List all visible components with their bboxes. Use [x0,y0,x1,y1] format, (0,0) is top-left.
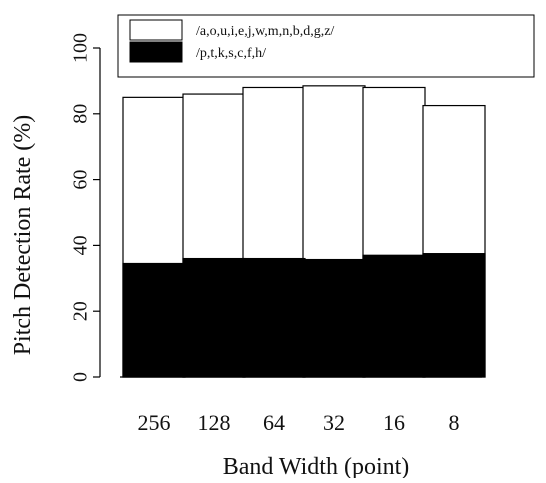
legend-swatch-voiced [129,19,183,41]
legend-label-voiced: /a,o,u,i,e,j,w,m,n,b,d,g,z/ [196,24,334,39]
y-tick-label-60: 60 [70,170,92,190]
bar-unvoiced-8 [422,253,486,378]
bar-unvoiced-256 [122,262,186,378]
bar-unvoiced-64 [242,257,306,378]
legend-swatch-unvoiced [129,41,183,63]
y-tick-label-80: 80 [70,104,92,124]
x-tick-label-32: 32 [323,410,345,435]
x-axis-title: Band Width (point) [223,454,410,478]
x-tick-label-128: 128 [198,410,231,435]
y-tick-label-0: 0 [70,372,92,382]
bar-unvoiced-16 [362,254,426,378]
x-tick-label-64: 64 [263,410,285,435]
y-axis-title: Pitch Detection Rate (%) [10,115,36,356]
y-tick-label-40: 40 [70,235,92,255]
x-tick-label-8: 8 [449,410,460,435]
legend-label-unvoiced: /p,t,k,s,c,f,h/ [196,46,266,61]
bar-unvoiced-128 [182,257,246,378]
y-tick-label-100: 100 [70,33,92,63]
x-tick-label-256: 256 [138,410,171,435]
y-tick-label-20: 20 [70,301,92,321]
bar-unvoiced-32 [302,258,366,378]
legend-box [117,14,535,78]
x-tick-label-16: 16 [383,410,405,435]
